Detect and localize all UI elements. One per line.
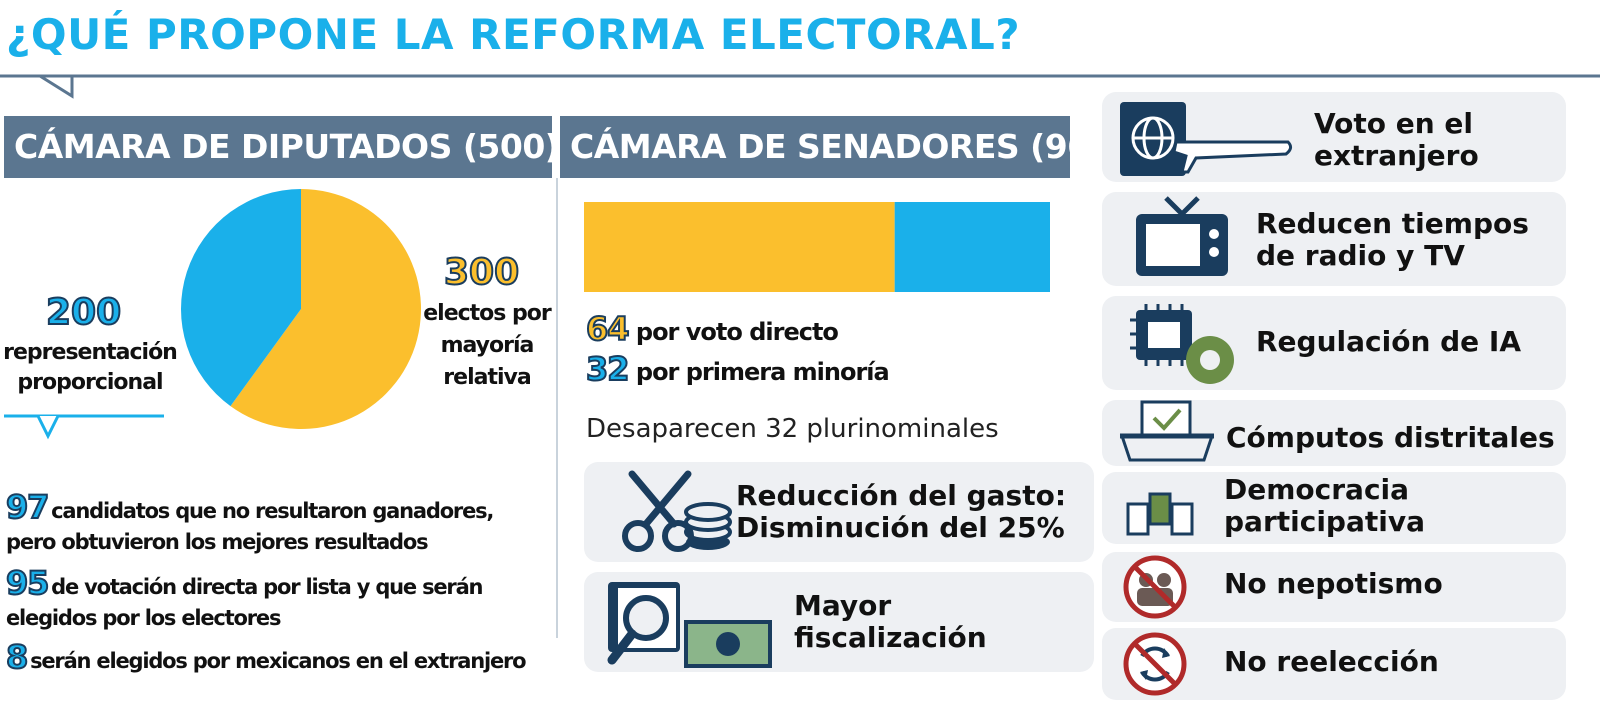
proposal-regulacion-ia: Regulación de IA (1102, 296, 1566, 390)
proportional-label: representación proporcional (0, 338, 180, 398)
list-item-95-cont: elegidos por los electores (6, 606, 281, 630)
card-fiscalizacion-line2: fiscalización (794, 621, 987, 654)
senadores-bar-chart (584, 202, 1050, 292)
pie-slice-200 (180, 189, 301, 407)
proposal-democracia-line1: Democracia (1224, 473, 1410, 506)
proposal-tiempos-line2: de radio y TV (1256, 239, 1465, 272)
list-item-97: 97 candidatos que no resultaron ganadores… (5, 487, 494, 527)
list-item-8: 8 serán elegidos por mexicanos en el extr… (5, 637, 527, 677)
diputados-pie-chart (180, 189, 421, 429)
chip-gear-icon (1130, 304, 1234, 384)
proposal-reeleccion-line1: No reelección (1224, 645, 1439, 678)
proposal-democracia-line2: participativa (1224, 505, 1425, 538)
card-reduccion-text: Reducción del gasto: Disminución del 25% (736, 480, 1066, 544)
legend-label-64: por voto directo (635, 318, 839, 346)
proposal-democracia: Democracia participativa (1102, 472, 1566, 544)
majority-label-line1: electos por (423, 301, 552, 326)
proposal-voto-line2: extranjero (1314, 139, 1479, 172)
proportional-label-line2: proporcional (17, 370, 163, 395)
no-reelection-icon (1123, 632, 1187, 696)
plurinominales-note: Desaparecen 32 plurinominales (586, 414, 999, 444)
proposal-tiempos-line1: Reducen tiempos (1256, 207, 1529, 240)
list-item-95: 95 de votación directa por lista y que se… (5, 563, 484, 603)
passport-plane-icon (1120, 102, 1293, 176)
proposal-voto-extranjero: Voto en el extranjero (1102, 92, 1566, 182)
proposal-nepotismo: No nepotismo (1102, 552, 1566, 622)
proposal-ia-line1: Regulación de IA (1256, 325, 1522, 358)
legend-num-64: 64 (585, 309, 630, 349)
page-title: ¿QUÉ PROPONE LA REFORMA ELECTORAL? (6, 10, 1021, 59)
scissors-coins-icon (622, 470, 732, 552)
senadores-header: CÁMARA DE SENADORES (96) (560, 116, 1105, 178)
proposal-tiempos-text: Reducen tiempos de radio y TV (1256, 208, 1529, 272)
senadores-legend-1: 64 por voto directo (585, 309, 839, 349)
card-fiscalizacion: Mayor fiscalización (584, 572, 1094, 672)
card-reduccion-gasto: Reducción del gasto: Disminución del 25% (584, 462, 1094, 562)
list-item-97-cont: pero obtuvieron los mejores resultados (6, 530, 429, 554)
raised-hands-icon (1126, 492, 1194, 536)
ballot-box-icon (1119, 400, 1215, 462)
list-text-8-a: serán elegidos por mexicanos en el extra… (30, 649, 527, 673)
majority-count: 300 (443, 251, 520, 294)
proposal-tiempos-tv: Reducen tiempos de radio y TV (1102, 192, 1566, 286)
column-divider (556, 178, 558, 638)
majority-label: electos por mayoría relativa (412, 298, 562, 394)
legend-num-32: 32 (585, 349, 630, 389)
list-text-95-a: de votación directa por lista y que será… (51, 575, 483, 599)
title-divider (0, 74, 1600, 99)
proposal-nepotismo-line1: No nepotismo (1224, 567, 1443, 600)
majority-label-line3: relativa (443, 365, 531, 390)
card-reduccion-line1: Reducción del gasto: (736, 479, 1067, 512)
pie-slice-300 (230, 189, 421, 429)
majority-label-line2: mayoría (440, 333, 535, 358)
proportional-label-line1: representación (3, 340, 178, 365)
list-text-97-a: candidatos que no resultaron ganadores, (51, 499, 494, 523)
bar-segment-64 (584, 202, 895, 292)
diputados-header: CÁMARA DE DIPUTADOS (500) (4, 116, 560, 178)
bar-segment-32 (894, 202, 1050, 292)
proposal-voto-line1: Voto en el (1314, 107, 1474, 140)
proportional-callout (4, 414, 164, 440)
card-reduccion-line2: Disminución del 25% (736, 511, 1065, 544)
proposal-computos: Cómputos distritales (1102, 400, 1566, 466)
legend-label-32: por primera minoría (635, 358, 890, 386)
proposal-voto-text: Voto en el extranjero (1314, 108, 1479, 172)
list-num-97: 97 (5, 487, 50, 527)
no-nepotism-icon (1123, 555, 1187, 619)
proposal-reeleccion: No reelección (1102, 628, 1566, 700)
card-fiscalizacion-text: Mayor fiscalización (794, 590, 987, 654)
proposal-democracia-text: Democracia participativa (1224, 474, 1425, 538)
list-num-8: 8 (5, 637, 29, 677)
proportional-count: 200 (45, 291, 122, 334)
proposal-computos-line1: Cómputos distritales (1226, 421, 1555, 454)
tv-icon (1136, 196, 1228, 276)
senadores-legend-2: 32 por primera minoría (585, 349, 890, 389)
magnifier-money-icon (607, 582, 772, 668)
list-num-95: 95 (5, 563, 50, 603)
card-fiscalizacion-line1: Mayor (794, 589, 892, 622)
